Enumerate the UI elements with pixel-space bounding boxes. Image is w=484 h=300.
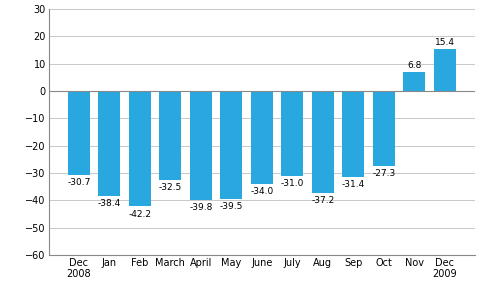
Text: -37.2: -37.2 [311,196,334,205]
Text: 6.8: 6.8 [407,61,421,70]
Text: -30.7: -30.7 [67,178,91,187]
Bar [281,91,303,176]
Text: -31.4: -31.4 [341,180,364,189]
Bar [372,91,394,166]
Bar [159,91,181,180]
Bar [403,72,424,91]
Bar [250,91,272,184]
Bar [220,91,242,199]
Text: -38.4: -38.4 [98,199,121,208]
Bar [129,91,151,206]
Bar [311,91,333,193]
Bar [68,91,90,175]
Bar [342,91,363,177]
Text: -39.8: -39.8 [189,203,212,212]
Bar [433,49,455,91]
Text: -31.0: -31.0 [280,179,303,188]
Text: -27.3: -27.3 [372,169,395,178]
Text: -32.5: -32.5 [158,183,182,192]
Bar [98,91,120,196]
Text: -39.5: -39.5 [219,202,242,211]
Text: -42.2: -42.2 [128,210,151,219]
Text: 15.4: 15.4 [434,38,454,47]
Text: -34.0: -34.0 [250,187,273,196]
Bar [190,91,212,200]
